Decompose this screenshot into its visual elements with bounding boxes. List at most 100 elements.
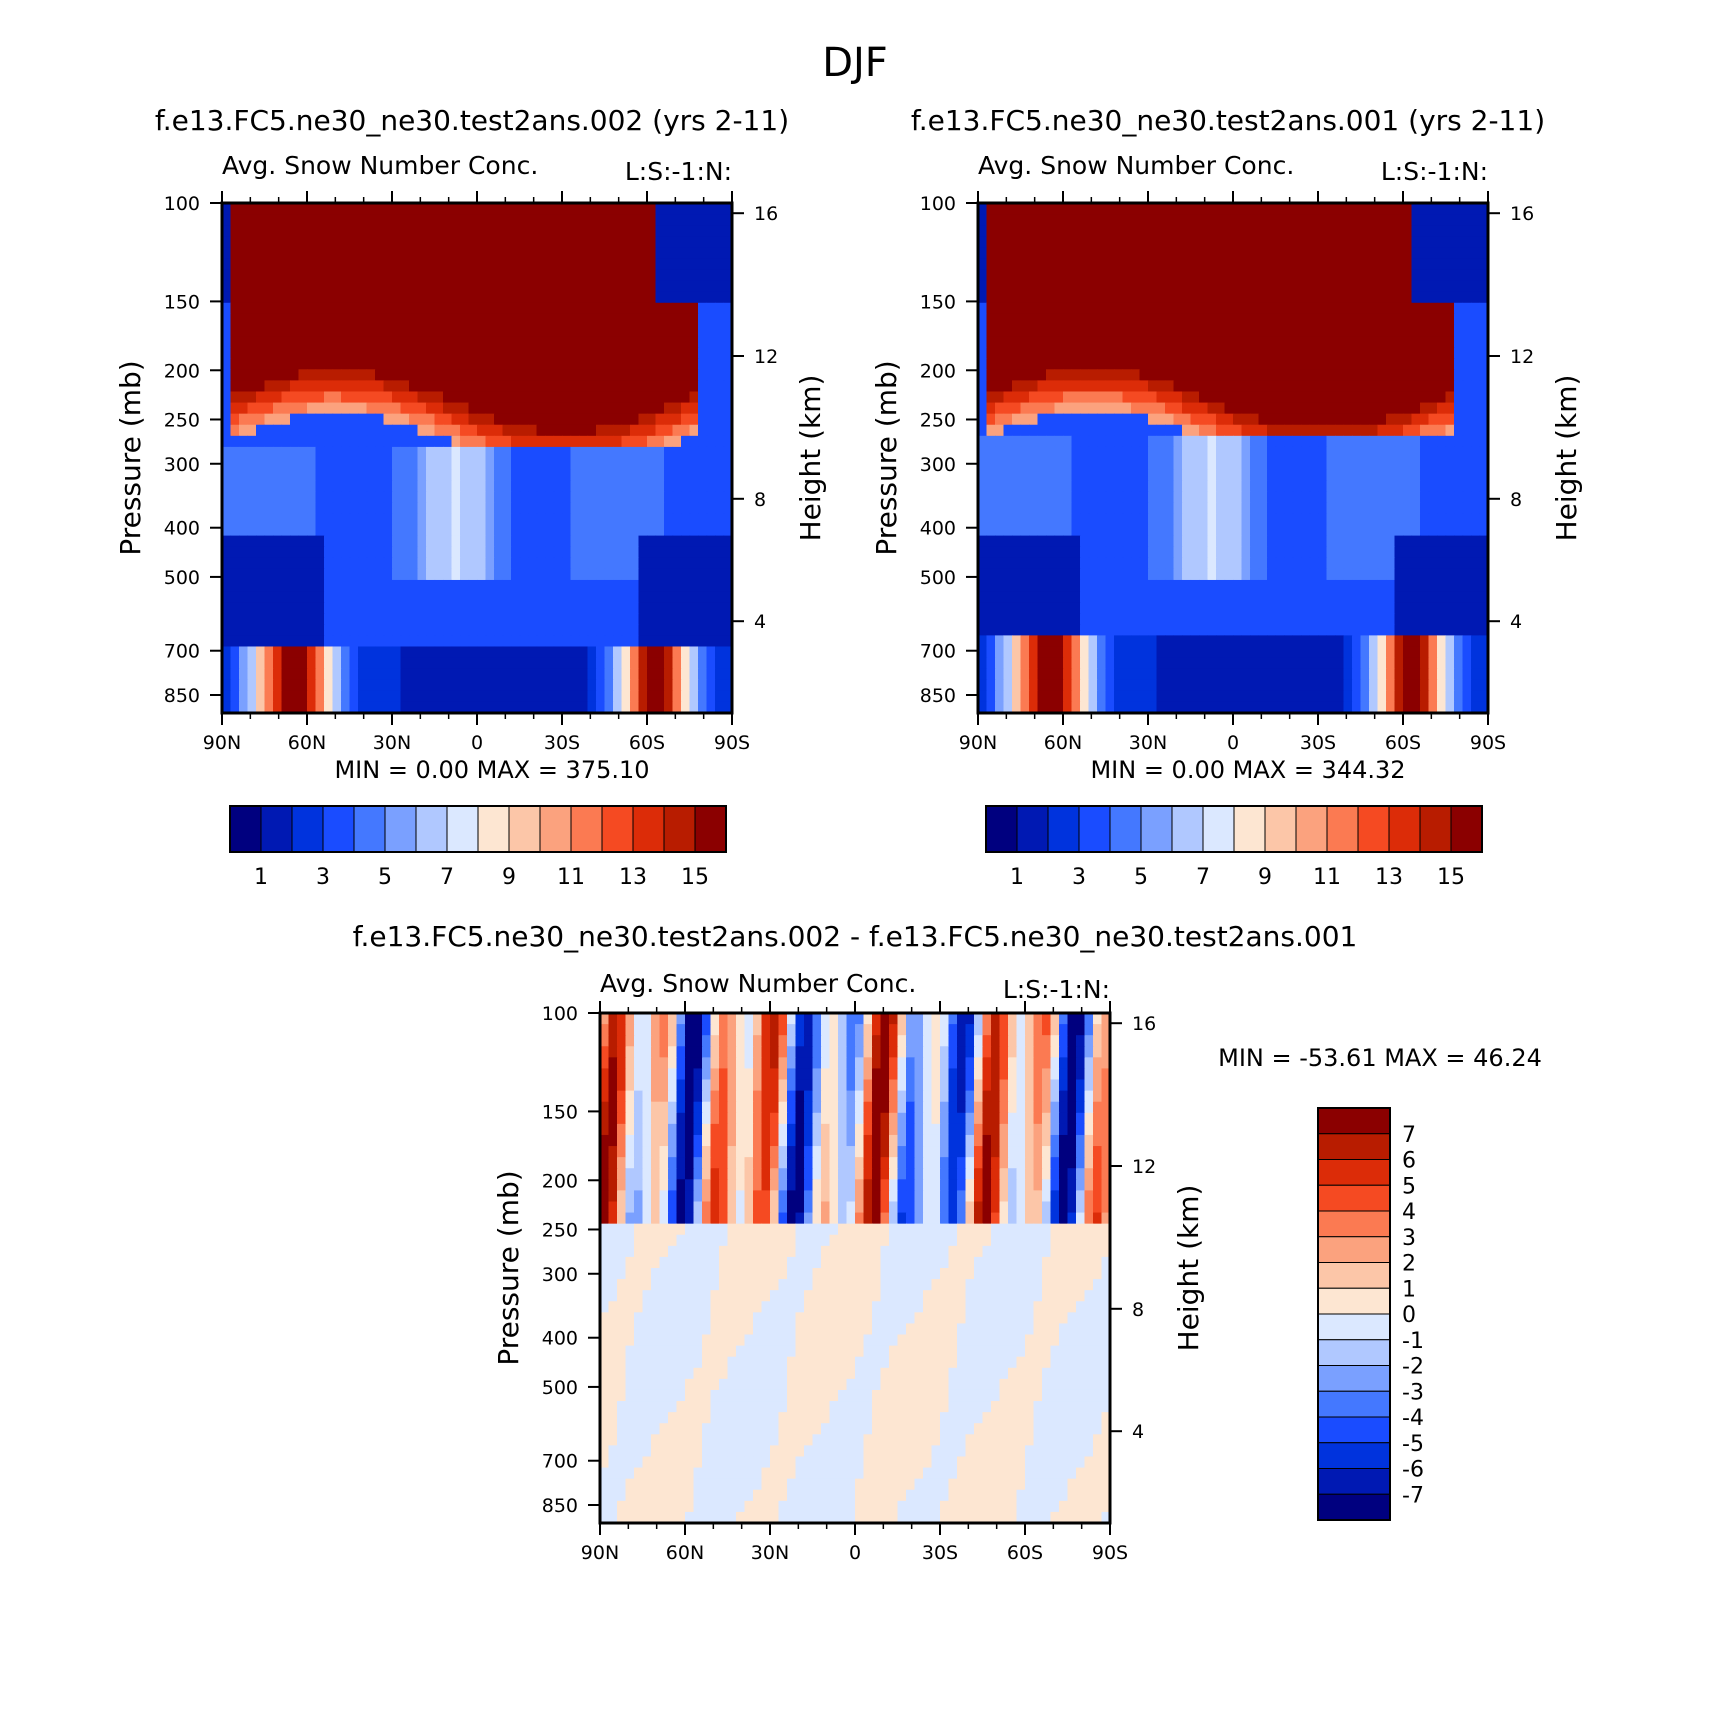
panel-a-cell [570,646,580,659]
panel-a-cell [247,535,257,548]
panel-b-cell [1182,535,1192,548]
panel-b-cell [1122,402,1132,415]
panel-b-cell [1454,424,1464,437]
panel-a-cell [698,358,708,370]
panel-b-cell [1309,491,1319,503]
panel-b-cell [1403,280,1413,293]
panel-b-cell [1352,413,1362,426]
panel-a-cell [349,247,359,260]
panel-a-cell [273,535,283,548]
panel-b-cell [1326,391,1336,404]
panel-a-cell [519,701,529,714]
panel-a-cell [307,203,317,215]
panel-a-cell [400,369,410,381]
panel-b-cell [1233,247,1243,260]
panel-a-cell [290,624,300,636]
panel-b-cell [1403,513,1413,526]
panel-a-cell [341,247,351,260]
panel-a-y-tick-label: 200 [164,360,200,382]
panel-b-cell [1190,291,1200,304]
panel-a-cell [698,446,708,459]
panel-b-cell [1190,313,1200,326]
panel-b-cell [1105,546,1115,559]
panel-b-cell [1479,369,1489,381]
panel-a-cell [596,236,606,248]
panel-a-cell [647,347,657,359]
panel-a-cell [698,291,708,304]
panel-b-cell [1292,258,1302,271]
panel-b-cell [1386,469,1396,481]
panel-b-cell [1037,424,1047,437]
panel-a-cell [315,524,325,537]
panel-a-cell [230,347,240,359]
panel-a-cell [434,214,444,226]
panel-b-cell [1122,469,1132,481]
panel-b-cell [1156,336,1166,348]
panel-a-cell [315,302,325,315]
panel-b-cell [1054,446,1064,459]
panel-b-cell [1335,391,1345,404]
panel-a-cell [358,524,368,537]
panel-a-right-label: L:S:-1:N: [625,157,732,186]
panel-a-cell [332,657,342,670]
panel-b-cell [1156,258,1166,271]
panel-a-cell [222,668,232,681]
panel-a-cell [519,579,529,592]
panel-b-cell [1097,347,1107,359]
panel-a-cell [647,225,657,237]
panel-b-cell [1080,535,1090,548]
panel-b-cell [1046,380,1056,393]
panel-a-cell [434,236,444,248]
panel-a-cell [434,402,444,415]
panel-b-cell [1394,391,1404,404]
panel-b-cell [1403,269,1413,282]
panel-b-cell [1275,435,1285,448]
panel-a-cell [664,469,674,481]
panel-b-cell [1462,280,1472,293]
panel-a-cell [239,446,249,459]
panel-b-cell [1479,579,1489,592]
panel-b-cell [1046,402,1056,415]
panel-a-cell [587,225,597,237]
panel-a-cell [647,435,657,448]
panel-b-cell [1020,347,1030,359]
panel-a-cell [715,302,725,315]
panel-b-cell [1471,480,1481,492]
panel-a-cell [706,280,716,293]
panel-b-cell [1190,324,1200,337]
panel-b-cell [1105,291,1115,304]
panel-a-cell [706,247,716,260]
panel-b-cell [1309,513,1319,526]
panel-b-cell [1301,424,1311,437]
panel-a-colorbar-label: 1 [254,865,268,890]
panel-a-cell [366,247,376,260]
panel-b-cell [1241,203,1251,215]
panel-a-cell [256,701,266,714]
panel-a-cell [290,646,300,659]
panel-a-cell [519,635,529,648]
panel-b-cell [1097,435,1107,448]
panel-b-cell [1326,469,1336,481]
panel-a-cell [536,624,546,636]
panel-a-cell [553,446,563,459]
panel-a-cell [511,402,521,415]
panel-a-cell [681,469,691,481]
panel-b-cell [1471,469,1481,481]
panel-b-cell [1114,458,1124,470]
panel-a-cell [570,435,580,448]
panel-b-cell [1352,302,1362,315]
panel-a-cell [307,291,317,304]
panel-b-cell [986,380,996,393]
panel-a-cell [681,690,691,703]
panel-b-cell [1420,579,1430,592]
panel-b-cell [1122,269,1132,282]
panel-a-cell [409,524,419,537]
panel-b-cell [1445,480,1455,492]
panel-b-cell [1386,435,1396,448]
panel-b-cell [1275,480,1285,492]
panel-a-cell [545,557,555,570]
panel-a-cell [383,324,393,337]
panel-a-cell [672,236,682,248]
panel-a-cell [375,690,385,703]
panel-a-cell [460,679,470,692]
